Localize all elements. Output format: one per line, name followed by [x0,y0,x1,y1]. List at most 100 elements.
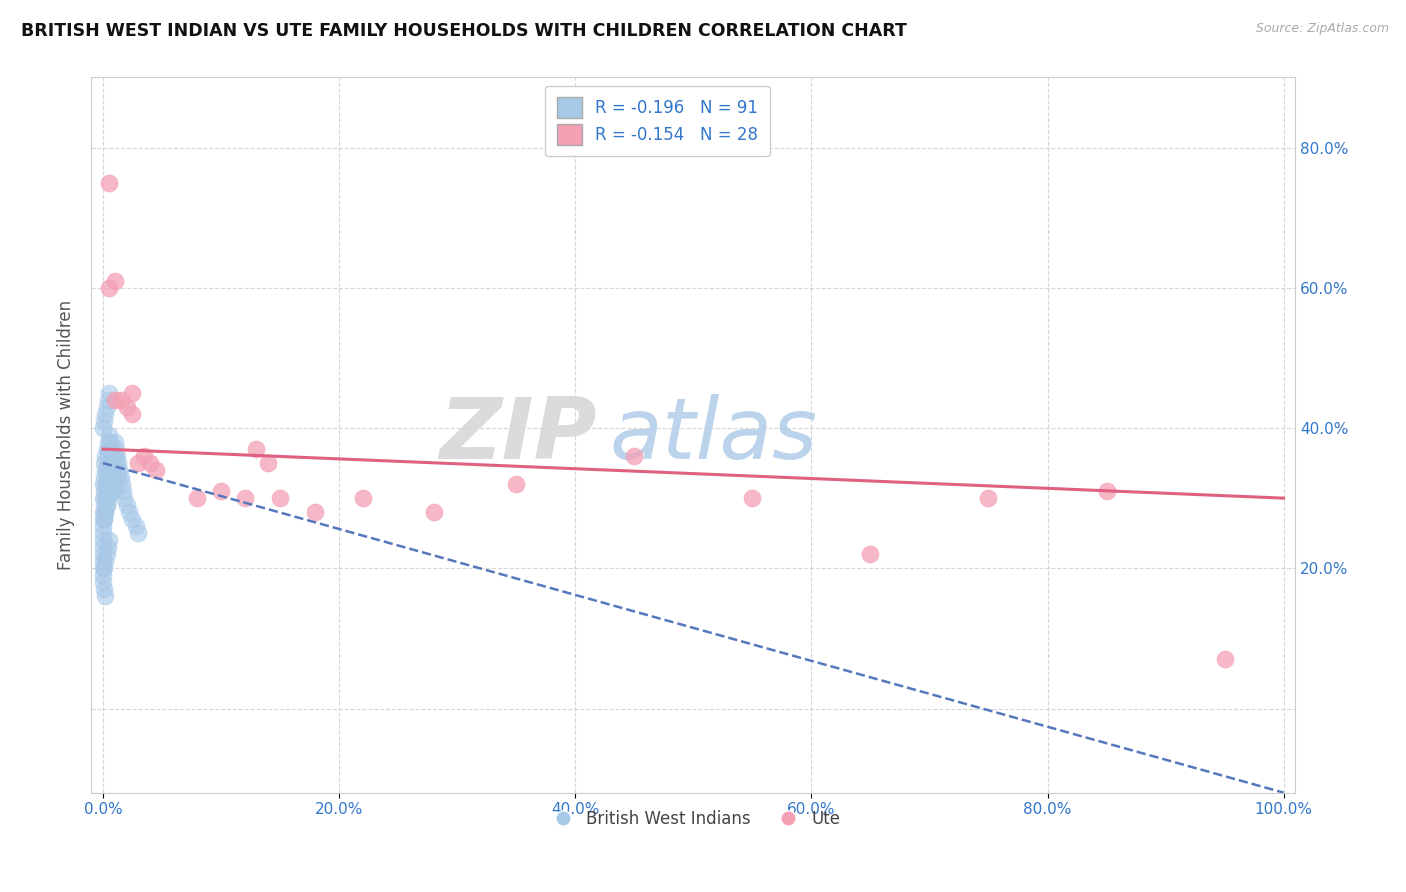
Text: BRITISH WEST INDIAN VS UTE FAMILY HOUSEHOLDS WITH CHILDREN CORRELATION CHART: BRITISH WEST INDIAN VS UTE FAMILY HOUSEH… [21,22,907,40]
Point [97,392,120,407]
Point [127,526,149,541]
Point [145,463,167,477]
Point [97,477,120,491]
Point [91,526,114,541]
Point [96,484,118,499]
Point [121,386,143,401]
Point [97,386,120,401]
Point [97,484,120,499]
Point [91,477,114,491]
Point [91,505,114,519]
Point [104,449,127,463]
Point [91,491,114,505]
Point [94,505,117,519]
Point [107,470,129,484]
Point [93,512,115,526]
Point [91,519,114,533]
Point [741,491,763,505]
Text: atlas: atlas [609,393,817,476]
Point [96,442,118,456]
Point [101,463,124,477]
Point [96,498,118,512]
Point [233,491,256,505]
Point [101,477,124,491]
Point [977,491,1000,505]
Point [94,463,117,477]
Point [101,449,124,463]
Point [115,498,138,512]
Point [93,512,115,526]
Point [121,407,143,421]
Point [105,463,128,477]
Point [107,456,129,470]
Point [105,449,128,463]
Text: ZIP: ZIP [439,393,598,476]
Point [93,582,115,597]
Point [97,463,120,477]
Point [98,463,121,477]
Point [97,281,120,295]
Y-axis label: Family Households with Children: Family Households with Children [58,300,75,570]
Point [422,505,444,519]
Point [94,491,117,505]
Point [104,463,127,477]
Point [269,491,291,505]
Point [118,505,141,519]
Point [97,176,120,190]
Point [91,554,114,568]
Point [104,435,127,450]
Point [104,392,127,407]
Point [94,449,117,463]
Point [97,428,120,442]
Point [96,400,118,414]
Point [91,533,114,548]
Point [352,491,374,505]
Point [103,484,125,499]
Point [94,477,117,491]
Point [127,456,149,470]
Point [93,456,115,470]
Point [97,470,120,484]
Point [110,470,132,484]
Point [91,512,114,526]
Point [104,442,127,456]
Point [91,421,114,435]
Point [91,575,114,590]
Point [97,484,120,499]
Point [112,484,135,499]
Point [93,498,115,512]
Point [104,274,127,288]
Point [97,540,120,554]
Point [100,470,122,484]
Point [112,491,135,505]
Point [93,414,115,428]
Point [1095,484,1118,499]
Point [94,590,117,604]
Text: Source: ZipAtlas.com: Source: ZipAtlas.com [1256,22,1389,36]
Point [96,470,118,484]
Point [91,547,114,561]
Point [125,519,148,533]
Point [111,477,134,491]
Point [121,512,143,526]
Point [100,484,122,499]
Point [859,547,882,561]
Point [1213,652,1236,666]
Point [97,435,120,450]
Point [98,449,121,463]
Point [98,435,121,450]
Point [93,484,115,499]
Point [134,449,156,463]
Point [108,463,131,477]
Point [304,505,326,519]
Point [100,456,122,470]
Point [623,449,645,463]
Point [104,456,127,470]
Point [97,442,120,456]
Point [505,477,527,491]
Point [96,498,118,512]
Point [97,533,120,548]
Point [115,400,138,414]
Point [96,547,118,561]
Point [110,392,132,407]
